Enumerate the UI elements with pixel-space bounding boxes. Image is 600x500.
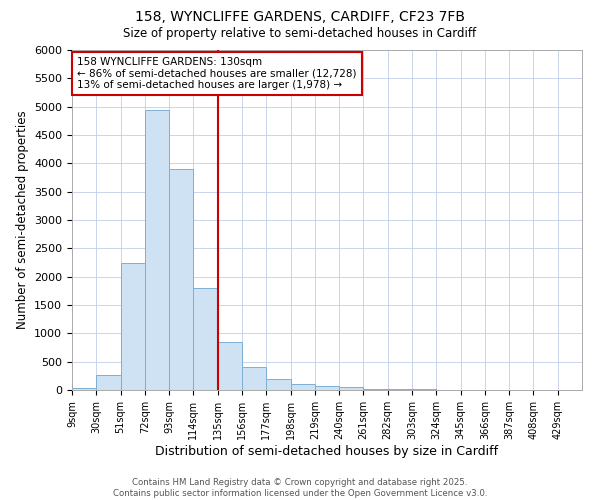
Y-axis label: Number of semi-detached properties: Number of semi-detached properties <box>16 110 29 330</box>
Bar <box>145 110 169 390</box>
Bar <box>242 367 266 390</box>
Bar <box>266 379 290 390</box>
X-axis label: Distribution of semi-detached houses by size in Cardiff: Distribution of semi-detached houses by … <box>155 444 499 458</box>
Bar <box>290 384 315 390</box>
Bar <box>72 388 96 390</box>
Bar <box>121 262 145 390</box>
Text: Contains HM Land Registry data © Crown copyright and database right 2025.
Contai: Contains HM Land Registry data © Crown c… <box>113 478 487 498</box>
Bar <box>169 169 193 390</box>
Bar <box>218 342 242 390</box>
Bar <box>315 386 339 390</box>
Bar <box>364 388 388 390</box>
Text: Size of property relative to semi-detached houses in Cardiff: Size of property relative to semi-detach… <box>124 28 476 40</box>
Bar <box>193 288 218 390</box>
Text: 158, WYNCLIFFE GARDENS, CARDIFF, CF23 7FB: 158, WYNCLIFFE GARDENS, CARDIFF, CF23 7F… <box>135 10 465 24</box>
Bar <box>96 376 121 390</box>
Bar <box>339 388 364 390</box>
Bar <box>388 389 412 390</box>
Text: 158 WYNCLIFFE GARDENS: 130sqm
← 86% of semi-detached houses are smaller (12,728): 158 WYNCLIFFE GARDENS: 130sqm ← 86% of s… <box>77 57 356 90</box>
